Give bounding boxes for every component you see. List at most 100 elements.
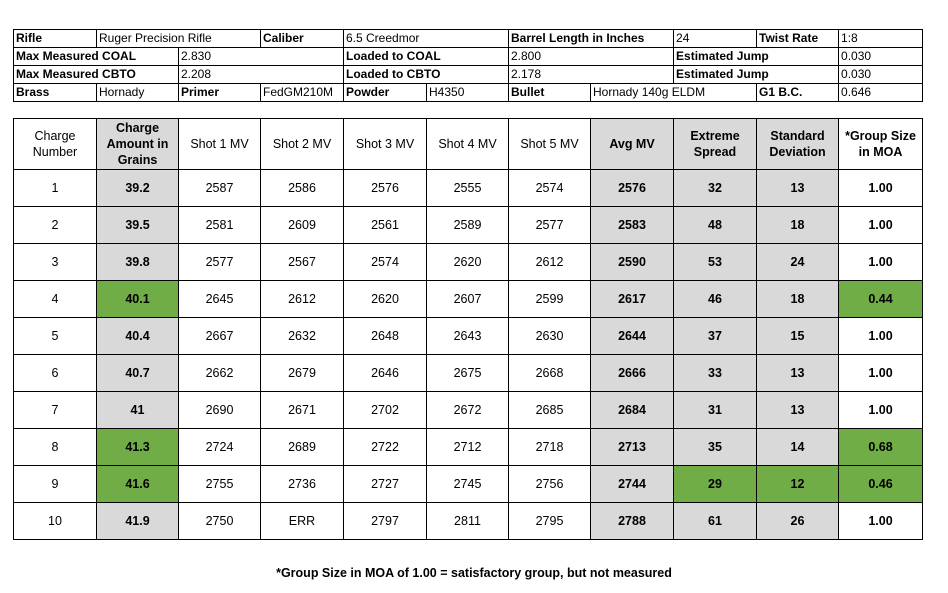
table-cell: 2745	[426, 465, 509, 503]
table-cell: 2722	[343, 428, 427, 466]
table-cell: 4	[13, 280, 97, 318]
table-header-row: Charge Number Charge Amount in Grains Shot…	[13, 118, 923, 170]
table-cell: 32	[673, 169, 757, 207]
table-cell: 6	[13, 354, 97, 392]
info-value: 6.5 Creedmor	[343, 29, 509, 48]
table-cell: 13	[756, 354, 839, 392]
table-row: 2 39.5 2581 2609 2561 2589 2577 2583 48 18 1.00	[13, 206, 923, 244]
table-cell: 2718	[508, 428, 591, 466]
table-cell: 2617	[590, 280, 674, 318]
info-value: H4350	[426, 83, 509, 102]
table-cell: 1	[13, 169, 97, 207]
info-label: Loaded to CBTO	[343, 65, 509, 84]
info-label: Brass	[13, 83, 97, 102]
table-row: 5 40.4 2667 2632 2648 2643 2630 2644 37 15 1.00	[13, 317, 923, 355]
info-row: Rifle Ruger Precision Rifle Caliber 6.5 Cre…	[13, 29, 924, 48]
info-row: Brass Hornady Primer FedGM210M Powder H4350 Bu…	[13, 83, 924, 102]
table-cell: 1.00	[838, 317, 923, 355]
info-label: Rifle	[13, 29, 97, 48]
table-cell: 2643	[426, 317, 509, 355]
info-value: 0.030	[838, 65, 924, 84]
table-cell: 61	[673, 502, 757, 540]
info-value: 24	[673, 29, 758, 48]
info-value: 2.800	[507, 47, 675, 66]
table-cell: 2561	[343, 206, 427, 244]
table-cell: 5	[13, 317, 97, 355]
table-cell: 24	[756, 243, 839, 281]
info-label: Bullet	[508, 83, 591, 102]
table-cell: 1.00	[838, 243, 923, 281]
table-cell: 2713	[590, 428, 674, 466]
table-cell: 0.68	[838, 428, 923, 466]
info-row: Max Measured CBTO 2.208 Loaded to CBTO 2.17…	[13, 65, 924, 84]
load-development-table: Charge Number Charge Amount in Grains Shot…	[13, 118, 923, 540]
table-cell: 13	[756, 391, 839, 429]
table-cell: 2712	[426, 428, 509, 466]
table-cell: 39.5	[96, 206, 179, 244]
table-cell: 9	[13, 465, 97, 503]
table-cell: 2668	[508, 354, 591, 392]
table-row: 10 41.9 2750 ERR 2797 2811 2795 2788 61 26 1.00	[13, 502, 923, 540]
column-header: Standard Deviation	[756, 118, 839, 170]
table-cell: 2755	[178, 465, 261, 503]
info-label: Loaded to COAL	[343, 47, 509, 66]
table-cell: 2555	[426, 169, 509, 207]
table-cell: 2581	[178, 206, 261, 244]
table-cell: 31	[673, 391, 757, 429]
column-header: Extreme Spread	[673, 118, 757, 170]
table-cell: 2675	[426, 354, 509, 392]
table-cell: 2590	[590, 243, 674, 281]
table-cell: 0.44	[838, 280, 923, 318]
table-cell: 2702	[343, 391, 427, 429]
table-cell: 2567	[260, 243, 344, 281]
info-row: Max Measured COAL 2.830 Loaded to COAL 2.80…	[13, 47, 924, 66]
table-cell: 2666	[590, 354, 674, 392]
table-cell: 18	[756, 206, 839, 244]
table-cell: 2630	[508, 317, 591, 355]
info-label: Primer	[178, 83, 261, 102]
table-cell: 3	[13, 243, 97, 281]
column-header: Shot 1 MV	[178, 118, 261, 170]
table-cell: 2750	[178, 502, 261, 540]
info-label: Caliber	[260, 29, 344, 48]
table-cell: 2744	[590, 465, 674, 503]
column-header: Charge Number	[13, 118, 97, 170]
table-cell: 2662	[178, 354, 261, 392]
table-cell: 2587	[178, 169, 261, 207]
table-cell: 8	[13, 428, 97, 466]
table-row: 7 41 2690 2671 2702 2672 2685 2684 31 13 1.00	[13, 391, 923, 429]
table-cell: 2811	[426, 502, 509, 540]
table-row: 9 41.6 2755 2736 2727 2745 2756 2744 29 12 0.46	[13, 465, 923, 503]
table-cell: 39.8	[96, 243, 179, 281]
table-cell: 2609	[260, 206, 344, 244]
info-label: Max Measured COAL	[13, 47, 179, 66]
table-cell: 2644	[590, 317, 674, 355]
table-cell: 2599	[508, 280, 591, 318]
table-cell: 2646	[343, 354, 427, 392]
table-cell: 1.00	[838, 354, 923, 392]
table-cell: 2679	[260, 354, 344, 392]
table-cell: 2685	[508, 391, 591, 429]
table-cell: 41.9	[96, 502, 179, 540]
info-label: Twist Rate	[756, 29, 840, 48]
table-cell: 40.4	[96, 317, 179, 355]
table-row: 4 40.1 2645 2612 2620 2607 2599 2617 46 18 0.44	[13, 280, 923, 318]
table-cell: 33	[673, 354, 757, 392]
info-value: 2.178	[507, 65, 675, 84]
column-header: Shot 3 MV	[343, 118, 427, 170]
table-cell: 1.00	[838, 206, 923, 244]
rifle-info-table: Rifle Ruger Precision Rifle Caliber 6.5 Cre…	[13, 29, 924, 102]
table-cell: 2724	[178, 428, 261, 466]
column-header: Shot 2 MV	[260, 118, 344, 170]
column-header: *Group Size in MOA	[838, 118, 923, 170]
table-cell: 15	[756, 317, 839, 355]
info-label: G1 B.C.	[756, 83, 840, 102]
table-cell: ERR	[260, 502, 344, 540]
table-cell: 1.00	[838, 391, 923, 429]
table-cell: 1.00	[838, 169, 923, 207]
table-cell: 1.00	[838, 502, 923, 540]
table-cell: 14	[756, 428, 839, 466]
table-cell: 12	[756, 465, 839, 503]
table-cell: 2620	[343, 280, 427, 318]
info-value: Hornady 140g ELDM	[589, 83, 758, 102]
